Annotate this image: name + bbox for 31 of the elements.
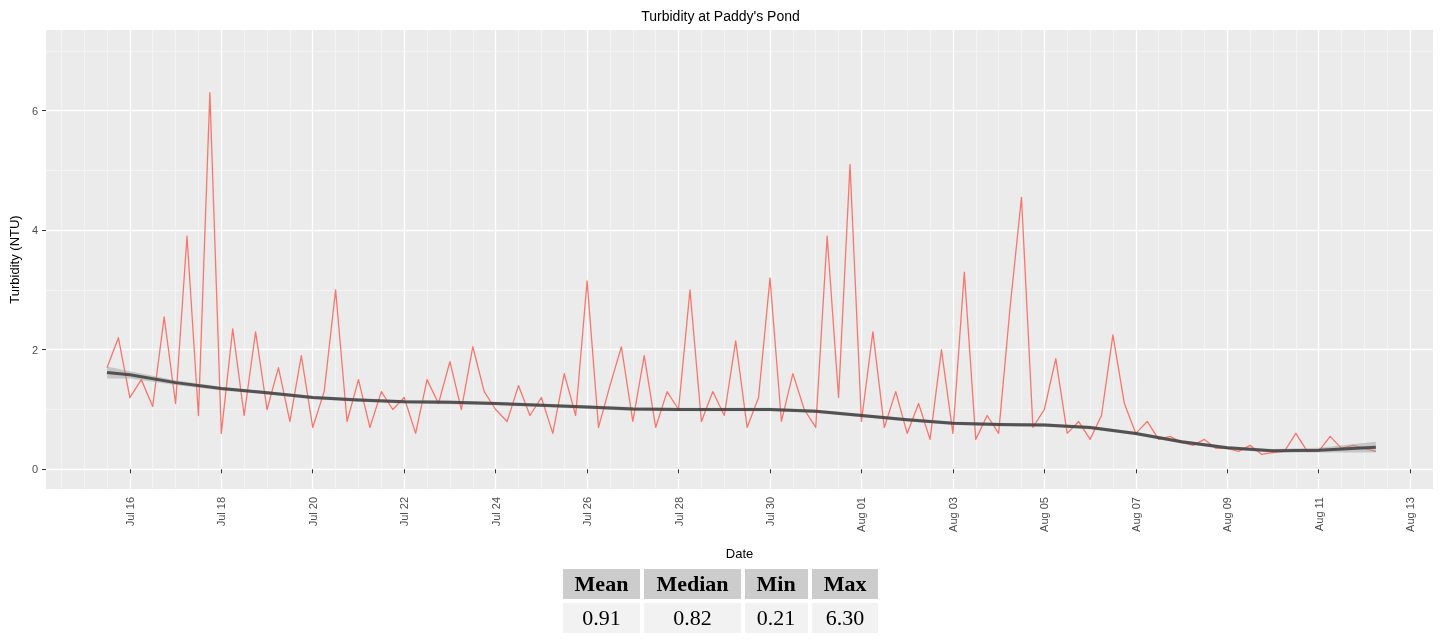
x-tick-label: Aug 09 <box>1221 497 1234 532</box>
y-axis-title: Turbidity (NTU) <box>7 215 22 304</box>
line-series <box>106 92 1377 455</box>
x-tick-label: Jul 30 <box>763 497 776 527</box>
category-label: Max <box>811 569 879 599</box>
x-tick-label: Jul 28 <box>672 497 685 527</box>
text: 0.82 <box>673 605 712 630</box>
y-tick-label: 0 <box>31 463 39 476</box>
category-label: Median <box>644 569 741 599</box>
x-tick-label: Aug 11 <box>1312 497 1325 532</box>
x-tick-label: Jul 18 <box>215 497 228 527</box>
text: 0.21 <box>756 605 796 630</box>
x-tick-label: Jul 20 <box>306 497 319 527</box>
x-tick-label: Aug 03 <box>946 497 959 532</box>
x-axis-title: Date <box>725 546 754 561</box>
x-tick-label: Jul 16 <box>123 497 136 527</box>
category-label: Min <box>744 569 808 599</box>
x-tick-label: Jul 24 <box>489 497 502 527</box>
x-tick-label: Aug 07 <box>1129 497 1142 532</box>
category-label: Mean <box>562 569 641 599</box>
y-tick-label: 2 <box>31 343 39 356</box>
x-tick-label: Aug 01 <box>855 497 868 532</box>
chart-title: Turbidity at Paddy's Pond <box>641 8 800 24</box>
x-tick-label: Aug 05 <box>1038 497 1051 532</box>
y-tick-label: 6 <box>31 104 39 117</box>
y-tick-label: 4 <box>31 224 39 237</box>
x-tick-label: Jul 22 <box>398 497 411 527</box>
x-tick-label: Aug 13 <box>1404 497 1417 532</box>
text: 0.91 <box>582 605 621 630</box>
text: 6.30 <box>825 605 865 630</box>
x-tick-label: Jul 26 <box>581 497 594 527</box>
